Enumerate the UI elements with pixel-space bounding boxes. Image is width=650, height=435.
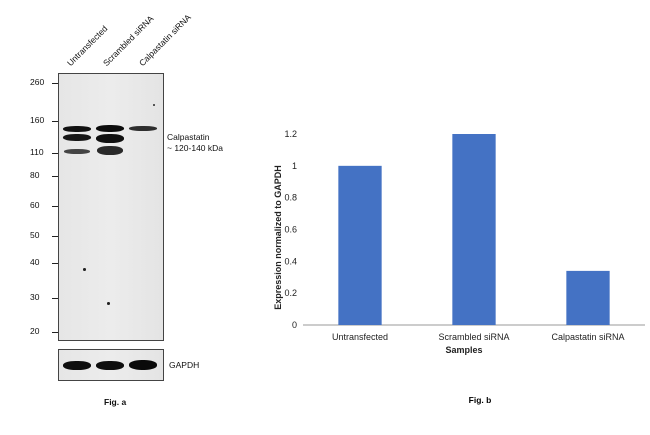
x-tick-label: Untransfected [332, 332, 388, 342]
mw-marker-260: 260 [30, 77, 45, 87]
blot-panel-gapdh [58, 349, 164, 381]
band-gapdh [63, 361, 91, 370]
y-tick-label: 0.2 [284, 288, 297, 298]
band-calpastatin-upper [96, 125, 124, 132]
y-tick-label: 0.6 [284, 225, 297, 235]
mw-tick [52, 298, 58, 299]
target-size: ~ 120-140 kDa [167, 143, 223, 153]
mw-marker-40: 40 [30, 257, 40, 267]
blot-speck [153, 104, 155, 106]
bar-untransfected [338, 165, 382, 325]
band-calpastatin-lower [63, 134, 91, 141]
x-tick-label: Calpastatin siRNA [551, 332, 624, 342]
mw-marker-110: 110 [30, 147, 44, 157]
mw-tick [52, 176, 58, 177]
blot-panel-calpastatin [58, 73, 164, 341]
band-gapdh [129, 360, 157, 370]
x-tick-label: Scrambled siRNA [438, 332, 509, 342]
mw-tick [52, 263, 58, 264]
y-axis-title: Expression normalized to GAPDH [273, 165, 283, 310]
band-calpastatin-faint [97, 146, 123, 155]
mw-tick [52, 153, 58, 154]
band-calpastatin-upper [63, 126, 91, 132]
bar-calpastatin-sirna [566, 270, 610, 325]
mw-marker-160: 160 [30, 115, 45, 125]
y-tick-label: 0 [292, 320, 297, 330]
band-gapdh [96, 361, 124, 370]
mw-marker-60: 60 [30, 200, 40, 210]
y-tick-label: 0.8 [284, 193, 297, 203]
mw-marker-50: 50 [30, 230, 40, 240]
target-label: Calpastatin ~ 120-140 kDa [167, 132, 223, 154]
mw-marker-30: 30 [30, 292, 40, 302]
blot-speck [83, 268, 86, 271]
gapdh-label: GAPDH [169, 360, 200, 370]
band-calpastatin-lower [96, 134, 124, 143]
mw-tick [52, 121, 58, 122]
y-tick-label: 1 [292, 161, 297, 171]
mw-tick [52, 83, 58, 84]
mw-marker-80: 80 [30, 170, 40, 180]
mw-tick [52, 332, 58, 333]
fig-b-caption: Fig. b [469, 395, 492, 405]
x-axis-title: Samples [445, 345, 482, 355]
y-tick-label: 1.2 [284, 129, 297, 139]
fig-a-caption: Fig. a [104, 397, 127, 407]
band-calpastatin-knockdown [129, 126, 157, 131]
blot-speck [107, 302, 110, 305]
target-name: Calpastatin [167, 132, 210, 142]
band-calpastatin-faint [64, 149, 90, 154]
y-tick-label: 0.4 [284, 256, 297, 266]
mw-tick [52, 206, 58, 207]
mw-marker-20: 20 [30, 326, 40, 336]
mw-tick [52, 236, 58, 237]
bar-scrambled-sirna [452, 134, 496, 325]
